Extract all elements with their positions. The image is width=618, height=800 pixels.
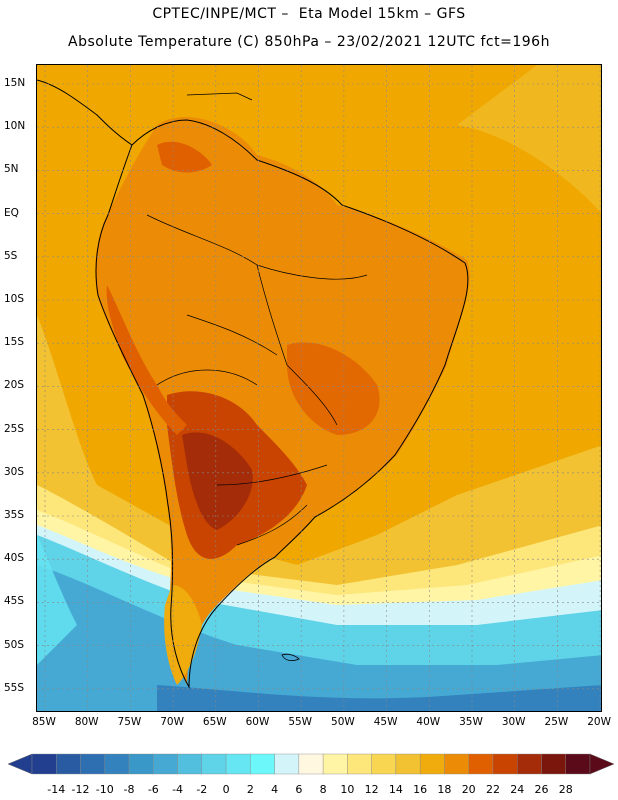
lat-tick-label: 45S [4, 595, 25, 608]
lon-tick-label: 20W [587, 716, 611, 728]
map-canvas [37, 65, 601, 711]
pacific-cool-patch [37, 535, 77, 665]
colorbar-swatch [201, 753, 227, 775]
colorbar-swatch [104, 753, 130, 775]
falkland-islands [281, 653, 300, 662]
colorbar-tick-label: -4 [172, 783, 184, 796]
colorbar-tick-label: 26 [534, 783, 549, 796]
colorbar-tick-label: 18 [437, 783, 452, 796]
brazil-interior-warm [287, 342, 380, 435]
northern-highlands [157, 141, 212, 173]
colorbar-swatch [419, 753, 445, 775]
lat-tick-label: 5S [4, 249, 18, 262]
colorbar-tick-label: -8 [123, 783, 135, 796]
map-title-line-2: Absolute Temperature (C) 850hPa – 23/02/… [68, 34, 550, 50]
lon-tick-label: 65W [202, 716, 227, 728]
lon-tick-label: 25W [544, 716, 569, 728]
coldest-southern-ocean [157, 685, 601, 711]
lon-tick-label: 30W [501, 716, 526, 728]
lat-tick-label: 10S [4, 293, 25, 305]
colorbar-swatch [153, 753, 178, 775]
colorbar-swatch [395, 753, 421, 775]
lat-tick-label: 15S [4, 336, 25, 349]
colorbar-tick-label: -14 [47, 783, 66, 796]
colorbar-swatch [541, 753, 566, 775]
lat-tick-label: 5N [4, 163, 19, 176]
lon-tick-label: 75W [117, 716, 142, 728]
colorbar-tick-label: -2 [196, 783, 208, 796]
colorbar-tick-label: 10 [340, 783, 355, 796]
colorbar-tick-label: 22 [485, 783, 500, 796]
colorbar-tick-label: 12 [364, 783, 379, 796]
lat-tick-label: 50S [4, 638, 25, 651]
lon-tick-label: 35W [459, 716, 483, 728]
colorbar-swatch [322, 753, 348, 775]
colorbar-tick-label: -10 [95, 783, 114, 796]
ne-atlantic-band [457, 65, 601, 213]
colorbar-swatch [444, 753, 469, 775]
lon-tick-label: 60W [245, 716, 270, 728]
colorbar-swatch [56, 753, 81, 775]
south-america-coastline [95, 119, 469, 689]
lon-tick-label: 85W [32, 716, 56, 728]
colorbar-tick-label: 14 [388, 783, 403, 796]
colorbar-tick-label: 2 [246, 783, 254, 796]
lat-tick-label: 30S [4, 465, 25, 478]
lon-tick-label: 70W [160, 716, 184, 728]
colorbar-swatch [517, 753, 542, 775]
lat-tick-label: 35S [4, 509, 25, 521]
colorbar-swatch [128, 753, 154, 775]
colorbar-swatch [225, 753, 251, 775]
colorbar-tick-label: 8 [319, 783, 327, 796]
temperature-map [36, 64, 602, 712]
caribbean-islands [186, 92, 253, 101]
continent-warm-fill [95, 116, 470, 685]
colorbar-tick-label: 16 [413, 783, 428, 796]
lat-tick-label: EQ [4, 206, 19, 219]
colorbar-swatch [80, 753, 105, 775]
lat-tick-label: 25S [4, 422, 25, 435]
colorbar-swatch [250, 753, 275, 775]
colorbar-tick-label: -6 [147, 783, 159, 796]
colorbar-swatch [347, 753, 372, 775]
lon-tick-label: 55W [288, 716, 313, 728]
colorbar-tick-label: 6 [295, 783, 303, 796]
patagonia-tip [164, 585, 202, 685]
map-title-line-1: CPTEC/INPE/MCT – Eta Model 15km – GFS [152, 6, 466, 22]
lat-tick-label: 40S [4, 552, 25, 565]
colorbar-tick-label: 0 [222, 783, 230, 796]
country-borders [146, 214, 368, 546]
colorbar-swatch [371, 753, 397, 775]
central-america-coastline [37, 79, 133, 146]
lat-tick-label: 55S [4, 681, 25, 694]
colorbar-swatch [31, 753, 57, 775]
andes-warm-streak [106, 285, 187, 435]
lat-lon-gridlines [37, 65, 601, 711]
colorbar [7, 753, 615, 775]
colorbar-tick-label: 20 [461, 783, 476, 796]
colorbar-tick-label: 4 [271, 783, 279, 796]
lat-tick-label: 15N [4, 77, 26, 89]
colorbar-tick-label: 24 [510, 783, 525, 796]
lon-tick-label: 50W [331, 716, 355, 728]
colorbar-right-arrow [589, 753, 615, 775]
hottest-core-region [182, 432, 253, 530]
colorbar-tick-label: -12 [71, 783, 90, 796]
lon-tick-label: 80W [74, 716, 99, 728]
lat-tick-label: 20S [4, 379, 25, 392]
lon-tick-label: 45W [373, 716, 398, 728]
lat-tick-label: 10N [4, 120, 26, 133]
colorbar-tick-label: 28 [558, 783, 573, 796]
colorbar-swatch [565, 753, 591, 775]
lon-tick-label: 40W [416, 716, 441, 728]
colorbar-swatch [492, 753, 518, 775]
colorbar-swatch [468, 753, 494, 775]
colorbar-left-arrow [7, 753, 33, 775]
colorbar-swatch [298, 753, 324, 775]
colorbar-swatch [177, 753, 203, 775]
colorbar-swatch [274, 753, 300, 775]
